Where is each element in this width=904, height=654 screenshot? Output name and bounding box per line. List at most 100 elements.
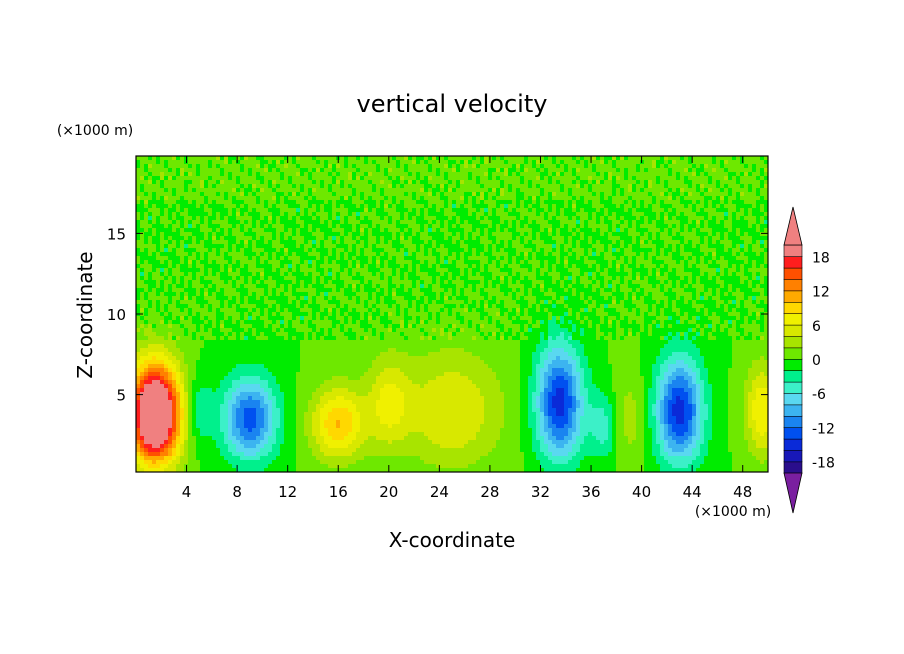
contour-cell [152, 220, 157, 225]
contour-cell [740, 236, 745, 241]
contour-cell [244, 196, 249, 201]
contour-cell [420, 188, 425, 193]
contour-cell [400, 212, 405, 217]
contour-cell [600, 208, 605, 213]
contour-cell [724, 256, 729, 261]
contour-cell [232, 260, 237, 265]
contour-cell [660, 192, 665, 197]
contour-cell [568, 156, 573, 161]
contour-cell [572, 272, 577, 277]
contour-cell [292, 252, 297, 257]
contour-cell [524, 176, 529, 181]
contour-cell [372, 252, 377, 257]
contour-cell [560, 232, 565, 237]
contour-cell [428, 264, 433, 269]
contour-cell [324, 160, 329, 165]
contour-cell [488, 216, 493, 221]
contour-cell [332, 220, 337, 225]
contour-cell [344, 176, 349, 181]
contour-cell [292, 204, 297, 209]
contour-cell [656, 204, 661, 209]
contour-cell [388, 180, 393, 185]
contour-cell [664, 196, 669, 201]
contour-cell [160, 180, 165, 185]
contour-cell [488, 280, 493, 285]
contour-cell [544, 156, 549, 161]
contour-cell [464, 272, 469, 277]
contour-cell [280, 200, 285, 205]
contour-cell [496, 264, 501, 269]
contour-cell [184, 176, 189, 181]
contour-cell [404, 184, 409, 189]
contour-cell [244, 228, 249, 233]
contour-cell [396, 268, 401, 273]
contour-cell [612, 208, 617, 213]
contour-cell [184, 208, 189, 213]
contour-cell [736, 248, 741, 253]
contour-cell [160, 184, 165, 189]
contour-cell [320, 172, 325, 177]
y-axis-label: Z-coordinate [73, 251, 97, 378]
contour-cell [420, 244, 425, 249]
contour-cell [576, 196, 581, 201]
contour-cell [720, 160, 725, 165]
contour-cell [292, 244, 297, 249]
contour-cell [200, 232, 205, 237]
contour-cell [628, 276, 633, 281]
contour-cell [376, 184, 381, 189]
contour-cell [144, 240, 149, 245]
contour-cell [676, 212, 681, 217]
contour-cell [568, 164, 573, 169]
contour-cell [196, 204, 201, 209]
contour-cell [204, 168, 209, 173]
contour-cell [336, 172, 341, 177]
contour-cell [212, 160, 217, 165]
contour-cell [736, 180, 741, 185]
contour-cell [388, 168, 393, 173]
contour-cell [616, 192, 621, 197]
contour-cell [320, 184, 325, 189]
contour-cell [236, 248, 241, 253]
contour-cell [656, 224, 661, 229]
contour-cell [500, 184, 505, 189]
contour-cell [508, 184, 513, 189]
contour-cell [484, 260, 489, 265]
contour-cell [488, 180, 493, 185]
contour-cell [644, 276, 649, 281]
contour-cell [164, 232, 169, 237]
contour-cell [580, 188, 585, 193]
contour-cell [200, 156, 205, 161]
contour-cell [668, 208, 673, 213]
contour-cell [716, 176, 721, 181]
contour-cell [168, 256, 173, 261]
contour-cell [376, 252, 381, 257]
contour-cell [260, 276, 265, 281]
contour-cell [680, 232, 685, 237]
contour-cell [500, 208, 505, 213]
contour-cell [472, 260, 477, 265]
contour-cell [312, 196, 317, 201]
contour-cell [216, 268, 221, 273]
contour-cell [324, 228, 329, 233]
contour-cell [496, 164, 501, 169]
contour-cell [528, 188, 533, 193]
contour-cell [224, 188, 229, 193]
contour-cell [192, 212, 197, 217]
contour-cell [396, 244, 401, 249]
contour-cell [756, 172, 761, 177]
contour-cell [216, 156, 221, 161]
contour-cell [656, 156, 661, 161]
contour-cell [596, 264, 601, 269]
contour-cell [728, 192, 733, 197]
contour-cell [460, 216, 465, 221]
contour-cell [632, 256, 637, 261]
contour-cell [496, 228, 501, 233]
contour-cell [440, 272, 445, 277]
contour-cell [188, 168, 193, 173]
contour-cell [676, 164, 681, 169]
contour-cell [172, 260, 177, 265]
contour-cell [724, 168, 729, 173]
contour-cell [248, 192, 253, 197]
contour-cell [628, 216, 633, 221]
contour-cell [232, 276, 237, 281]
